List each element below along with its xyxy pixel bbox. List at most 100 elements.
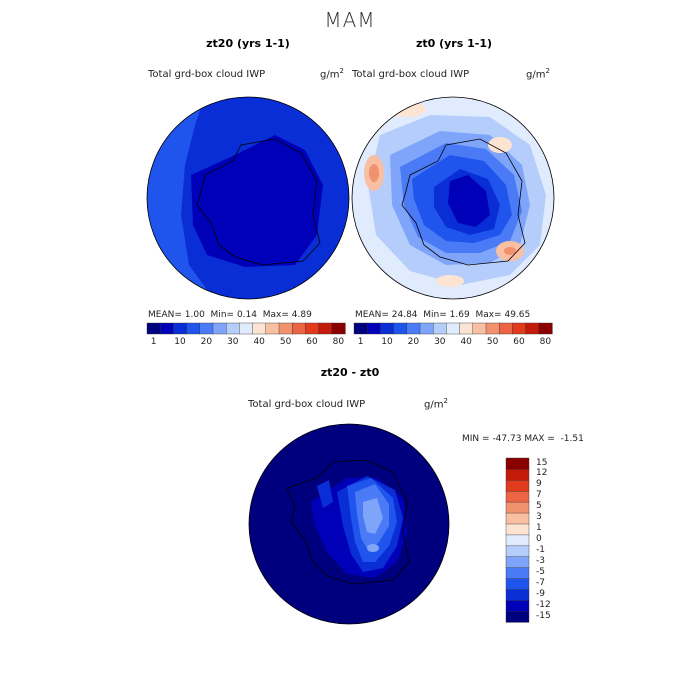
- colorbar-swatch: [538, 322, 553, 335]
- colorbar-tick-label: 30: [227, 337, 239, 347]
- colorbar-swatch: [265, 322, 280, 335]
- colorbar-tick-label: 50: [486, 337, 499, 347]
- panel-title-zt0: zt0 (yrs 1-1): [415, 37, 493, 50]
- colorbar-swatch: [505, 479, 530, 492]
- colorbar-swatch: [498, 322, 513, 335]
- colorbar-swatch: [239, 322, 254, 335]
- colorbar-swatch: [505, 501, 530, 514]
- colorbar-tick-label: 20: [407, 337, 420, 347]
- colorbar-zt0: [353, 322, 553, 335]
- colorbar-tick-label: -7: [536, 577, 545, 588]
- colorbar-tick-label: 10: [381, 337, 393, 347]
- colorbar-swatch: [472, 322, 487, 335]
- map-border-zt0: [351, 96, 555, 300]
- colorbar-swatch: [380, 322, 395, 335]
- colorbar-tick-label: 50: [279, 337, 292, 347]
- stats-diff: MIN = -47.73 MAX = -1.51: [462, 434, 584, 444]
- colorbar-swatch: [353, 322, 368, 335]
- colorbar-swatch: [366, 322, 382, 335]
- colorbar-swatch: [225, 322, 240, 335]
- colorbar-tick-label: 80: [539, 337, 552, 347]
- colorbar-tick-label: -5: [536, 566, 545, 577]
- polar-map-diff: [248, 423, 450, 625]
- colorbar-swatch: [505, 468, 530, 481]
- colorbar-swatch: [199, 322, 214, 335]
- colorbar-swatch: [505, 534, 530, 547]
- coastline-zt0: [401, 138, 526, 266]
- colorbar-swatch: [406, 322, 421, 335]
- colorbar-tick-label: 10: [174, 337, 186, 347]
- colorbar-swatch: [252, 322, 267, 335]
- colorbar-swatch: [278, 322, 293, 335]
- colorbar-swatch: [505, 490, 530, 503]
- colorbar-tick-label: 30: [434, 337, 446, 347]
- colorbar-swatch: [505, 545, 530, 558]
- colorbar-swatch: [505, 610, 530, 623]
- colorbar-tick-label: 12: [536, 468, 548, 479]
- colorbar-swatch: [432, 322, 447, 335]
- colorbar-labels-diff: 15 12 9 7 5 3 1 0 -1 -3 -5 -7 -9 -12 -15: [536, 458, 576, 622]
- polar-map-zt0: [351, 96, 555, 300]
- colorbar-tick-label: 40: [460, 337, 472, 347]
- colorbar-swatch: [212, 322, 227, 335]
- units-label-zt20: g/m2: [320, 67, 344, 81]
- colorbar-tick-label: -12: [536, 599, 551, 610]
- colorbar-swatch: [505, 523, 530, 536]
- colorbar-tick-label: 1: [536, 523, 542, 534]
- colorbar-labels-zt0: 1 10 20 30 40 50 60 80: [354, 337, 552, 349]
- units-label-diff: g/m2: [424, 397, 448, 411]
- colorbar-swatch: [186, 322, 201, 335]
- map-border-diff: [248, 423, 450, 625]
- colorbar-labels-zt20: 1 10 20 30 40 50 60 80: [147, 337, 345, 349]
- colorbar-swatch: [446, 322, 461, 335]
- colorbar-tick-label: 5: [536, 501, 542, 512]
- colorbar-tick-label: 40: [253, 337, 265, 347]
- variable-label-zt0: Total grd-box cloud IWP: [352, 69, 470, 80]
- colorbar-tick-label: 9: [536, 479, 542, 490]
- colorbar-tick-label: 60: [513, 337, 525, 347]
- units-label-zt0: g/m2: [526, 67, 550, 81]
- colorbar-tick-label: 60: [306, 337, 318, 347]
- colorbar-tick-label: -1: [536, 544, 545, 555]
- colorbar-swatch: [393, 322, 408, 335]
- colorbar-swatch: [512, 322, 527, 335]
- coastline-diff: [286, 459, 410, 585]
- colorbar-tick-label: 15: [536, 457, 548, 468]
- colorbar-tick-label: 1: [150, 337, 157, 347]
- stats-zt0: MEAN= 24.84 Min= 1.69 Max= 49.65: [355, 310, 531, 320]
- panel-title-diff: zt20 - zt0: [320, 366, 380, 379]
- colorbar-swatch: [419, 322, 434, 335]
- continent-shading-zt20: [191, 135, 323, 267]
- variable-label-zt20: Total grd-box cloud IWP: [148, 69, 266, 80]
- colorbar-swatch: [173, 322, 188, 335]
- colorbar-tick-label: 7: [536, 490, 542, 501]
- colorbar-tick-label: 3: [536, 512, 542, 523]
- coastline-zt20: [196, 138, 321, 266]
- colorbar-swatch: [459, 322, 474, 335]
- colorbar-swatch: [505, 457, 530, 470]
- colorbar-swatch: [525, 322, 540, 335]
- ocean-band-west: [147, 97, 215, 299]
- colorbar-swatch: [505, 567, 530, 579]
- polar-map-zt20: [146, 96, 350, 300]
- colorbar-tick-label: -15: [536, 610, 551, 621]
- variable-label-diff: Total grd-box cloud IWP: [248, 399, 366, 410]
- colorbar-swatch: [505, 599, 530, 612]
- colorbar-tick-label: 1: [357, 337, 364, 347]
- colorbar-swatch: [331, 322, 346, 335]
- colorbar-swatch: [146, 322, 161, 335]
- colorbar-tick-label: 80: [332, 337, 345, 347]
- colorbar-swatch: [305, 322, 320, 335]
- colorbar-swatch: [505, 512, 530, 525]
- colorbar-swatch: [505, 588, 530, 601]
- season-title: MAM: [324, 8, 376, 32]
- colorbar-tick-label: 20: [200, 337, 213, 347]
- colorbar-tick-label: 0: [536, 534, 542, 544]
- colorbar-swatch: [485, 322, 500, 335]
- map-border-zt20: [146, 96, 350, 300]
- colorbar-swatch: [318, 322, 333, 335]
- colorbar-tick-label: -9: [536, 588, 545, 599]
- colorbar-diff: [505, 457, 530, 623]
- panel-title-zt20: zt20 (yrs 1-1): [206, 37, 290, 50]
- stats-zt20: MEAN= 1.00 Min= 0.14 Max= 4.89: [148, 310, 312, 320]
